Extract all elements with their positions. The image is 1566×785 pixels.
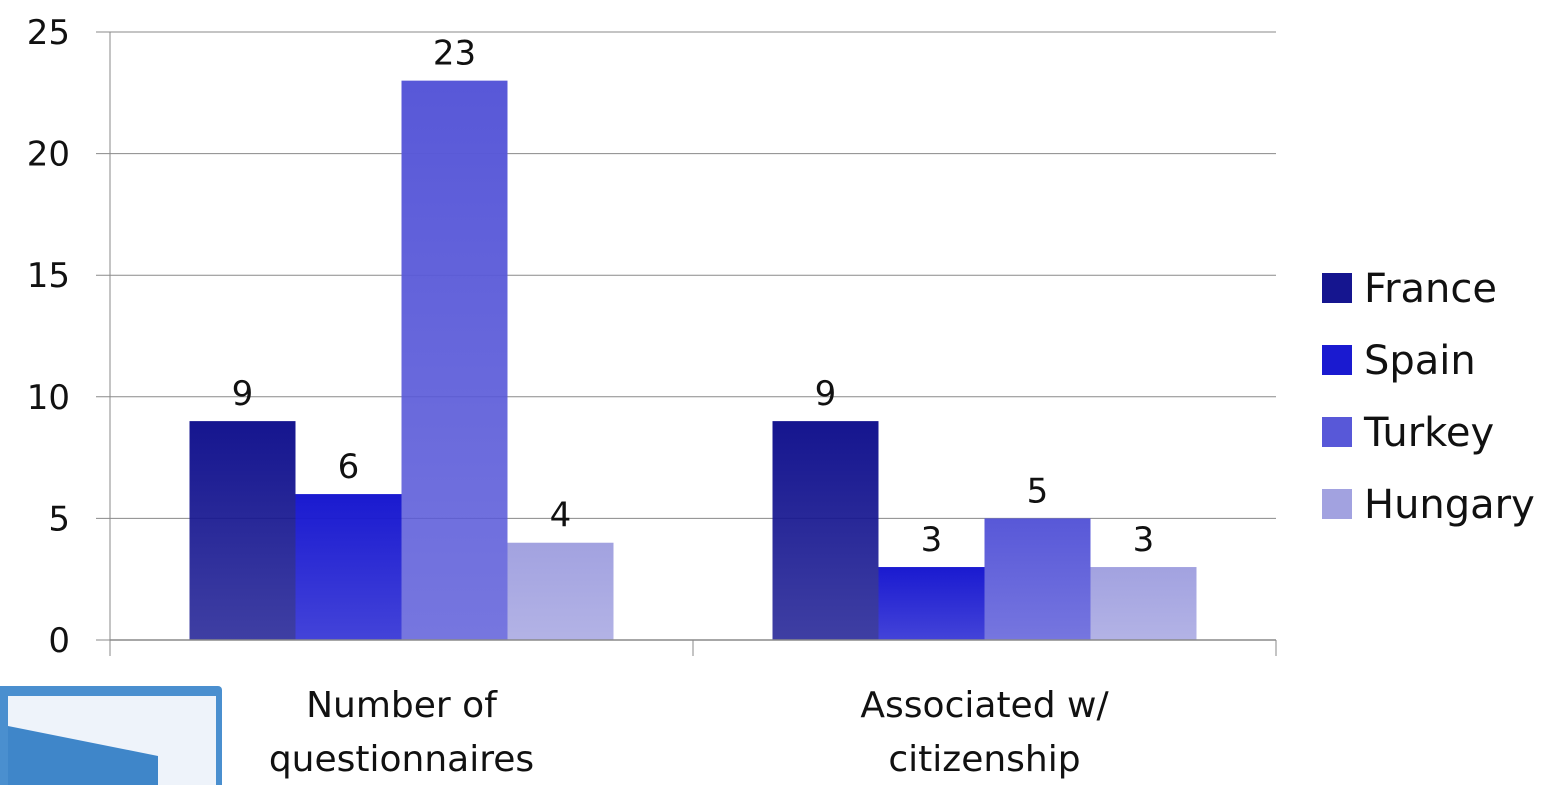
data-label: 9 [232,374,254,414]
legend-swatch-france [1322,273,1352,303]
category-label: Number of [306,685,498,726]
bar-france [189,421,296,640]
legend-swatch-spain [1322,345,1352,375]
legend-swatch-hungary [1322,489,1352,519]
bar-turkey [984,518,1091,640]
data-labels: 9 6 23 4 9 3 5 3 [232,34,1155,560]
bar-turkey [401,80,508,640]
y-tick-label: 10 [27,378,70,418]
legend-label: France [1364,266,1497,312]
category-label: questionnaires [269,739,534,780]
bars [189,80,1197,640]
y-axis-ticks: 0 5 10 15 20 25 [27,13,70,661]
y-tick-label: 15 [27,256,70,296]
legend: France Spain Turkey Hungary [1322,266,1535,528]
data-label: 6 [338,447,360,487]
legend-swatch-turkey [1322,417,1352,447]
bar-hungary [1090,567,1197,640]
bar-spain [878,567,985,640]
y-tick-label: 5 [48,499,70,539]
bar-hungary [507,542,614,640]
y-tick-label: 0 [48,621,70,661]
data-label: 9 [815,374,837,414]
legend-label: Spain [1364,338,1476,384]
y-tick-label: 25 [27,13,70,53]
x-axis [109,32,1277,656]
legend-label: Turkey [1363,410,1494,456]
legend-label: Hungary [1364,482,1535,528]
data-label: 4 [550,496,572,536]
category-label: citizenship [888,739,1080,780]
bar-france [772,421,879,640]
data-label: 3 [921,520,943,560]
data-label: 23 [433,34,476,74]
bar-spain [295,494,402,640]
data-label: 3 [1133,520,1155,560]
category-label: Associated w/ [860,685,1109,726]
category-labels: Number of questionnaires Associated w/citi… [269,685,1110,780]
y-tick-label: 20 [27,135,70,175]
data-label: 5 [1027,471,1049,511]
next-slide-button[interactable] [0,686,222,785]
